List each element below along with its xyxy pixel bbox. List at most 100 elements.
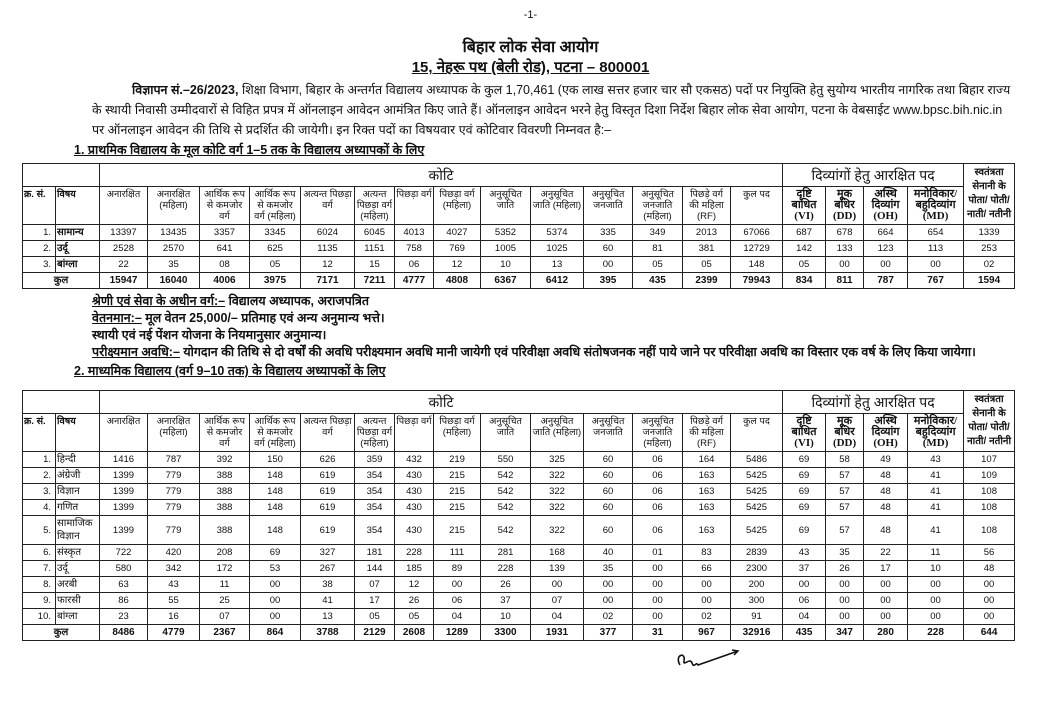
value-cell: 00 — [825, 256, 865, 273]
value-cell: 00 — [249, 576, 301, 593]
subject-cell: सामाजिक विज्ञान — [55, 515, 100, 545]
value-cell: 63 — [99, 576, 148, 593]
value-cell: 04 — [433, 608, 481, 625]
column-header: अनुसूचित जनजाति (महिला) — [632, 186, 683, 225]
value-cell: 163 — [682, 483, 731, 500]
serial-number-cell: 2. — [22, 240, 56, 257]
column-header: अनुसूचित जनजाति — [583, 413, 633, 452]
total-value-cell: 15947 — [99, 272, 148, 289]
value-cell: 349 — [632, 224, 683, 241]
value-cell: 150 — [249, 451, 301, 468]
column-header: अनारक्षित (महिला) — [147, 186, 200, 225]
value-cell: 60 — [583, 483, 633, 500]
value-cell: 00 — [632, 576, 683, 593]
value-cell: 168 — [530, 544, 584, 561]
value-cell: 354 — [354, 483, 395, 500]
total-value-cell: 3975 — [249, 272, 301, 289]
value-cell: 69 — [782, 483, 827, 500]
value-cell: 722 — [99, 544, 148, 561]
value-cell: 148 — [249, 515, 301, 545]
value-cell: 17 — [354, 592, 395, 609]
page-title: बिहार लोक सेवा आयोग — [462, 39, 599, 56]
value-cell: 215 — [433, 483, 481, 500]
table-row: 2. उर्दू 2528 2570 641 625 1135 1151 758 769 1005 1… — [22, 240, 1016, 257]
value-cell: 1416 — [99, 451, 148, 468]
value-cell: 164 — [682, 451, 731, 468]
value-cell: 208 — [199, 544, 250, 561]
value-cell: 60 — [583, 467, 633, 484]
total-value-cell: 1594 — [963, 272, 1016, 289]
value-cell: 354 — [354, 515, 395, 545]
column-header: विषय — [55, 186, 100, 225]
column-header: मूक बधिर (DD) — [825, 413, 865, 452]
value-cell: 1151 — [354, 240, 395, 257]
value-cell: 148 — [249, 467, 301, 484]
value-cell: 430 — [394, 467, 434, 484]
value-cell: 05 — [249, 256, 301, 273]
value-cell: 185 — [394, 560, 434, 577]
serial-number-cell: 4. — [22, 499, 56, 516]
total-value-cell: 7171 — [300, 272, 355, 289]
value-cell: 05 — [632, 256, 683, 273]
subject-cell: अंग्रेजी — [55, 467, 100, 484]
value-cell: 388 — [199, 483, 250, 500]
column-header: पिछड़े वर्ग की महिला (RF) — [682, 413, 731, 452]
value-cell: 542 — [480, 467, 531, 484]
value-cell: 48 — [863, 499, 909, 516]
column-header: अनुसूचित जाति (महिला) — [530, 413, 584, 452]
value-cell: 148 — [249, 483, 301, 500]
value-cell: 00 — [963, 576, 1016, 593]
value-cell: 300 — [729, 592, 784, 609]
total-value-cell: 1931 — [530, 624, 584, 641]
value-cell: 05 — [394, 608, 434, 625]
total-value-cell: 834 — [782, 272, 827, 289]
value-cell: 392 — [199, 451, 250, 468]
column-header: क्र. सं. — [22, 186, 56, 225]
column-header: अनुसूचित जाति — [480, 186, 531, 225]
value-cell: 00 — [583, 256, 633, 273]
table-row: 3. विज्ञान 1399 779 388 148 619 354 430 215 542 322… — [22, 483, 1016, 500]
value-cell: 83 — [682, 544, 731, 561]
total-value-cell: 228 — [907, 624, 965, 641]
total-value-cell: 2399 — [682, 272, 731, 289]
value-cell: 641 — [199, 240, 250, 257]
subject-cell: हिन्दी — [55, 451, 100, 468]
value-cell: 00 — [583, 592, 633, 609]
column-header: आर्थिक रूप से कमजोर वर्ग (महिला) — [249, 186, 301, 225]
total-value-cell: 767 — [907, 272, 965, 289]
value-cell: 60 — [583, 240, 633, 257]
value-cell: 00 — [863, 576, 909, 593]
value-cell: 664 — [863, 224, 909, 241]
header-freedom-fighter: स्वतंत्रता सेनानी के पोता/ पोती/ नाती/ न… — [963, 390, 1016, 452]
table-row: 4. गणित 1399 779 388 148 619 354 430 215 542 322 60 0… — [22, 499, 1016, 516]
total-value-cell: 347 — [825, 624, 865, 641]
value-cell: 619 — [300, 483, 355, 500]
value-cell: 02 — [682, 608, 731, 625]
value-cell: 6045 — [354, 224, 395, 241]
table-row: 1. सामान्य 13397 13435 3357 3345 6024 6045 4013 4… — [22, 224, 1016, 241]
total-value-cell: 2608 — [394, 624, 434, 641]
table-row: 10. बांग्ला 23 16 07 00 13 05 05 04 10 04 02 00 02 91 04… — [22, 608, 1016, 625]
column-header: अनारक्षित (महिला) — [147, 413, 200, 452]
value-cell: 08 — [199, 256, 250, 273]
value-cell: 06 — [632, 499, 683, 516]
value-cell: 00 — [907, 608, 965, 625]
value-cell: 41 — [907, 483, 965, 500]
value-cell: 228 — [394, 544, 434, 561]
value-cell: 05 — [682, 256, 731, 273]
value-cell: 38 — [300, 576, 355, 593]
serial-number-cell: 6. — [22, 544, 56, 561]
column-header: मनोविकार/ बहुदिव्यांग (MD) — [907, 413, 965, 452]
value-cell: 67066 — [729, 224, 784, 241]
total-label: कुल — [22, 624, 100, 641]
value-cell: 60 — [583, 499, 633, 516]
value-cell: 327 — [300, 544, 355, 561]
value-cell: 13397 — [99, 224, 148, 241]
total-value-cell: 7211 — [354, 272, 395, 289]
total-value-cell: 811 — [825, 272, 865, 289]
serial-number-cell: 9. — [22, 592, 56, 609]
value-cell: 322 — [530, 515, 584, 545]
value-cell: 86 — [99, 592, 148, 609]
column-header: अनुसूचित जाति (महिला) — [530, 186, 584, 225]
table-row: 1. हिन्दी 1416 787 392 150 626 359 432 219 550 325 6… — [22, 451, 1016, 468]
